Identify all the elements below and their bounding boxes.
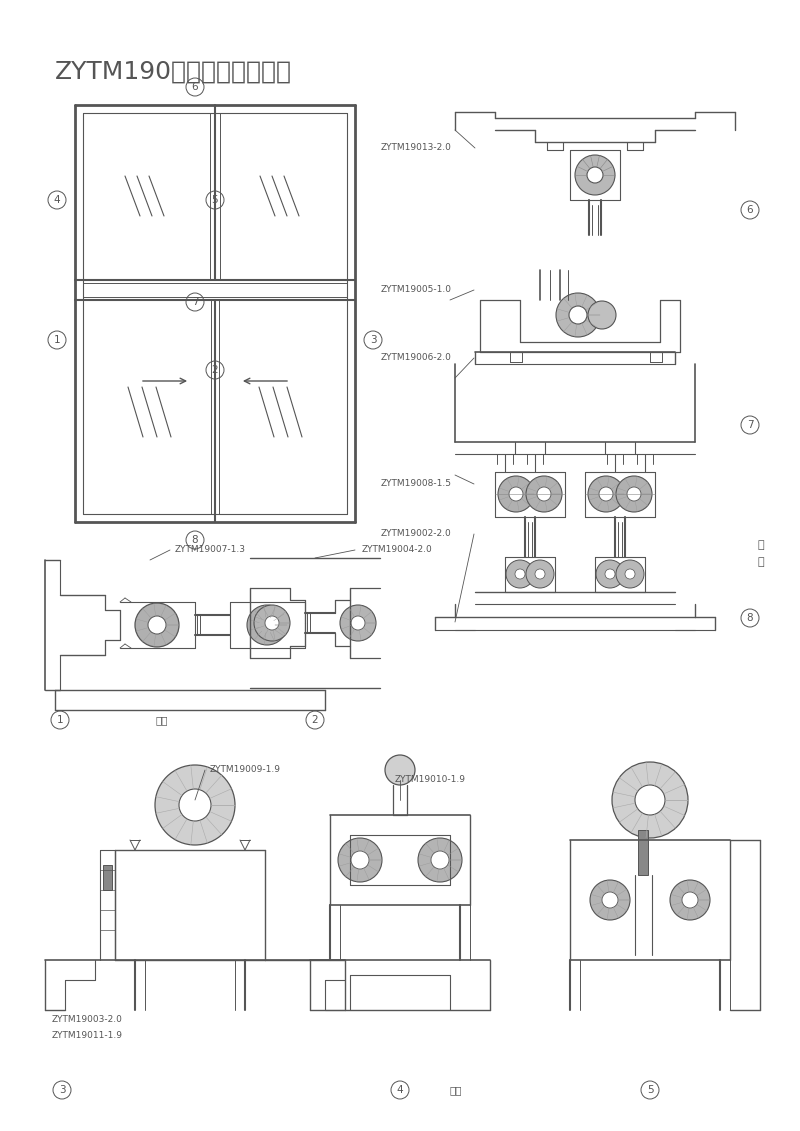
Circle shape [391,1081,409,1099]
Circle shape [596,560,624,588]
Text: 5: 5 [646,1085,654,1095]
Circle shape [179,789,211,821]
Text: 8: 8 [746,613,754,623]
Text: ZYTM19003-2.0: ZYTM19003-2.0 [52,1016,123,1025]
Circle shape [587,167,603,183]
Text: ZYTM19010-1.9: ZYTM19010-1.9 [395,776,466,785]
Circle shape [431,851,449,869]
Circle shape [148,616,166,634]
Text: ZYTM19013-2.0: ZYTM19013-2.0 [381,144,452,153]
Circle shape [556,293,600,337]
Circle shape [385,756,415,785]
Text: 1: 1 [54,335,60,345]
Text: ZYTM19005-1.0: ZYTM19005-1.0 [381,285,452,294]
Circle shape [509,487,523,501]
Text: ZYTM19002-2.0: ZYTM19002-2.0 [381,529,452,538]
Circle shape [265,616,279,630]
Circle shape [515,569,525,579]
Circle shape [53,1081,71,1099]
Circle shape [186,78,204,96]
Circle shape [590,880,630,920]
Circle shape [670,880,710,920]
Circle shape [186,530,204,549]
Text: 室外: 室外 [155,715,167,725]
Text: ZYTM190系列推拉门结构图: ZYTM190系列推拉门结构图 [55,60,292,84]
Circle shape [247,605,287,645]
Circle shape [741,416,759,434]
Text: 8: 8 [192,535,198,545]
Circle shape [635,785,665,815]
Circle shape [616,476,652,512]
Text: ZYTM19006-2.0: ZYTM19006-2.0 [381,354,452,363]
Circle shape [306,711,324,729]
Text: ZYTM19011-1.9: ZYTM19011-1.9 [52,1030,123,1039]
Circle shape [135,603,179,647]
Circle shape [605,569,615,579]
Text: 2: 2 [212,365,218,375]
Circle shape [351,851,369,869]
Circle shape [575,155,615,195]
Circle shape [526,476,562,512]
Text: 5: 5 [212,195,218,205]
Circle shape [627,487,641,501]
Circle shape [48,331,66,349]
Circle shape [588,301,616,329]
Circle shape [612,762,688,838]
Circle shape [506,560,534,588]
Text: 4: 4 [397,1085,403,1095]
Text: 3: 3 [370,335,376,345]
Text: 6: 6 [192,83,198,92]
Circle shape [535,569,545,579]
Circle shape [741,608,759,627]
Circle shape [616,560,644,588]
Circle shape [340,605,376,641]
Circle shape [498,476,534,512]
Text: 7: 7 [746,420,754,430]
Circle shape [537,487,551,501]
Circle shape [599,487,613,501]
Text: 室: 室 [758,539,765,550]
Circle shape [338,838,382,882]
Circle shape [206,191,224,209]
Text: 6: 6 [746,205,754,215]
Circle shape [206,361,224,379]
Circle shape [418,838,462,882]
Text: 4: 4 [54,195,60,205]
Bar [103,865,112,890]
Circle shape [526,560,554,588]
Circle shape [569,307,587,323]
Circle shape [186,293,204,311]
Circle shape [741,201,759,219]
Bar [638,830,648,875]
Text: 1: 1 [57,715,63,725]
Circle shape [51,711,69,729]
Text: ZYTM19008-1.5: ZYTM19008-1.5 [381,480,452,489]
Text: 2: 2 [312,715,318,725]
Circle shape [602,892,618,908]
Circle shape [364,331,382,349]
Circle shape [254,605,290,641]
Circle shape [259,618,275,633]
Text: 外: 外 [758,556,765,567]
Text: ZYTM19009-1.9: ZYTM19009-1.9 [210,766,281,775]
Text: 室外: 室外 [450,1085,462,1095]
Circle shape [588,476,624,512]
Circle shape [641,1081,659,1099]
Circle shape [625,569,635,579]
Text: 3: 3 [58,1085,66,1095]
Circle shape [351,616,365,630]
Circle shape [155,765,235,845]
Circle shape [682,892,698,908]
Text: 7: 7 [192,297,198,307]
Text: ZYTM19007-1.3: ZYTM19007-1.3 [175,545,246,554]
Circle shape [48,191,66,209]
Text: ZYTM19004-2.0: ZYTM19004-2.0 [362,545,433,554]
